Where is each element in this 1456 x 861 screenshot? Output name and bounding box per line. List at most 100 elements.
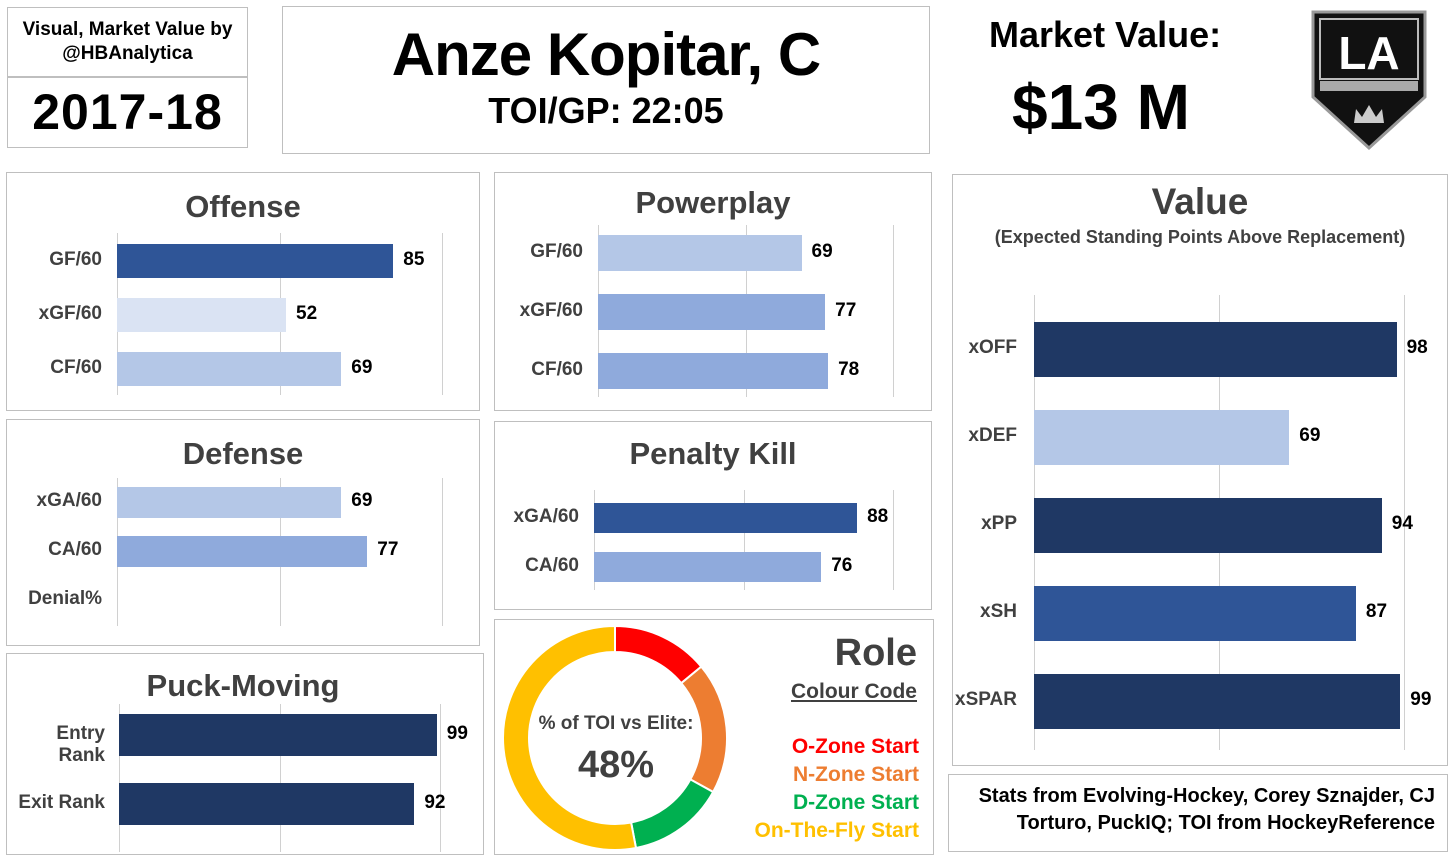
penalty-kill-title: Penalty Kill [629, 436, 797, 471]
bar-xoff [1034, 321, 1397, 377]
bar-exit-rank [119, 783, 415, 825]
season-box: 2017-18 [7, 77, 248, 148]
bar-entry-rank [119, 714, 437, 756]
gridline [743, 490, 745, 590]
gridline [594, 490, 595, 590]
puck-moving-panel: Puck-Moving Entry Rank 99 Exit Rank 92 [6, 653, 484, 855]
category-label-xga-60: xGA/60 [513, 506, 579, 527]
category-label-denial: Denial% [28, 588, 102, 609]
category-label-ca-60: CA/60 [525, 555, 579, 576]
donut-center-label: % of TOI vs Elite: [538, 713, 694, 734]
value-label-cf-60: 78 [838, 359, 860, 380]
gridline [279, 704, 281, 852]
value-label-ca-60: 77 [377, 539, 399, 560]
value-title: Value [1151, 181, 1249, 222]
role-subtitle: Colour Code [791, 680, 917, 703]
legend-n-zone-start: N-Zone Start [793, 763, 919, 786]
bar-xpp [1034, 497, 1382, 553]
value-label-xga-60: 88 [867, 506, 889, 527]
credit-text: Visual, Market Value by @HBAnalytica [22, 19, 233, 64]
bar-xdef [1034, 409, 1290, 465]
gridline [440, 704, 441, 852]
category-label-cf-60: CF/60 [50, 357, 102, 378]
defense-panel: Defense xGA/60 69 CA/60 77 Denial% [6, 419, 480, 646]
category-label-exit-rank: Exit Rank [18, 792, 105, 813]
value-label-entry-rank: 99 [446, 723, 468, 744]
slice-d-zone-start [629, 778, 715, 850]
value-label-xga-60: 69 [351, 490, 373, 511]
value-label-xoff: 98 [1406, 337, 1428, 358]
source-box: Stats from Evolving-Hockey, Corey Sznajd… [948, 774, 1448, 852]
value-label-xgf-60: 77 [835, 300, 857, 321]
gridline [893, 490, 894, 590]
bar-ca-60 [117, 535, 368, 567]
offense-title: Offense [185, 189, 301, 224]
bar-xga-60 [594, 503, 858, 533]
gridline [1404, 295, 1405, 750]
gridline [442, 233, 443, 395]
defense-title: Defense [182, 436, 304, 471]
role-panel: % of TOI vs Elite: 48% Role Colour Code … [494, 619, 934, 855]
gridline [893, 225, 894, 397]
offense-panel: Offense GF/60 85 xGF/60 52 CF/60 69 [6, 172, 480, 411]
category-label-gf-60: GF/60 [530, 241, 583, 262]
role-title: Role [834, 632, 917, 674]
bar-xspar [1034, 673, 1401, 729]
value-label-xspar: 99 [1410, 689, 1432, 710]
legend-d-zone-start: D-Zone Start [793, 791, 919, 814]
player-box: Anze Kopitar, C TOI/GP: 22:05 [282, 6, 930, 154]
bar-ca-60 [594, 552, 822, 582]
category-label-xspar: xSPAR [955, 689, 1017, 710]
penalty-kill-panel: Penalty Kill xGA/60 88 CA/60 76 [494, 421, 932, 610]
category-label-xga-60: xGA/60 [36, 490, 102, 511]
value-label-cf-60: 69 [351, 357, 373, 378]
bar-xsh [1034, 585, 1356, 641]
powerplay-title: Powerplay [635, 185, 791, 220]
market-value: $13 M [1012, 71, 1190, 143]
category-label-xsh: xSH [980, 601, 1017, 622]
value-label-xgf-60: 52 [296, 303, 318, 324]
gridline [119, 704, 120, 852]
legend-on-the-fly-start: On-The-Fly Start [754, 819, 919, 842]
category-label-xgf-60: xGF/60 [519, 300, 583, 321]
donut-center-value: 48% [577, 744, 655, 786]
value-label-ca-60: 76 [831, 555, 853, 576]
role-donut [502, 624, 728, 851]
slice-o-zone-start [614, 624, 703, 685]
value-label-exit-rank: 92 [424, 792, 446, 813]
bar-xga-60 [117, 486, 342, 518]
category-label-xpp: xPP [981, 513, 1017, 534]
puck-moving-title: Puck-Moving [146, 668, 340, 703]
season-label: 2017-18 [32, 84, 223, 140]
toi-per-game: TOI/GP: 22:05 [488, 90, 724, 131]
bar-xgf-60 [598, 294, 826, 330]
source-text: Stats from Evolving-Hockey, Corey Sznajd… [978, 785, 1435, 834]
bar-xgf-60 [117, 298, 286, 332]
bar-cf-60 [117, 352, 342, 386]
powerplay-panel: Powerplay GF/60 69 xGF/60 77 CF/60 78 [494, 172, 932, 411]
category-label-entry-rank: Entry Rank [56, 723, 105, 766]
bar-gf-60 [117, 244, 394, 278]
category-label-cf-60: CF/60 [531, 359, 583, 380]
category-label-xdef: xDEF [968, 425, 1017, 446]
market-value-label: Market Value: [989, 14, 1222, 55]
gridline [442, 478, 443, 626]
bar-gf-60 [598, 235, 802, 271]
value-label-xdef: 69 [1299, 425, 1321, 446]
slice-on-the-fly-start [502, 624, 638, 851]
player-name: Anze Kopitar, C [391, 21, 821, 88]
value-panel: Value (Expected Standing Points Above Re… [952, 174, 1448, 766]
value-label-xsh: 87 [1365, 601, 1388, 622]
value-label-xpp: 94 [1391, 513, 1413, 534]
value-subtitle: (Expected Standing Points Above Replacem… [994, 227, 1406, 247]
credit-box: Visual, Market Value by @HBAnalytica [7, 7, 248, 77]
category-label-xgf-60: xGF/60 [38, 303, 102, 324]
bar-cf-60 [598, 353, 829, 389]
category-label-gf-60: GF/60 [49, 249, 102, 270]
legend-o-zone-start: O-Zone Start [791, 735, 919, 758]
la-kings-shield-logo-icon: LA [1310, 9, 1428, 151]
logo-text: LA [1338, 27, 1399, 79]
category-label-ca-60: CA/60 [48, 539, 102, 560]
value-label-gf-60: 69 [811, 241, 833, 262]
category-label-xoff: xOFF [968, 337, 1017, 358]
